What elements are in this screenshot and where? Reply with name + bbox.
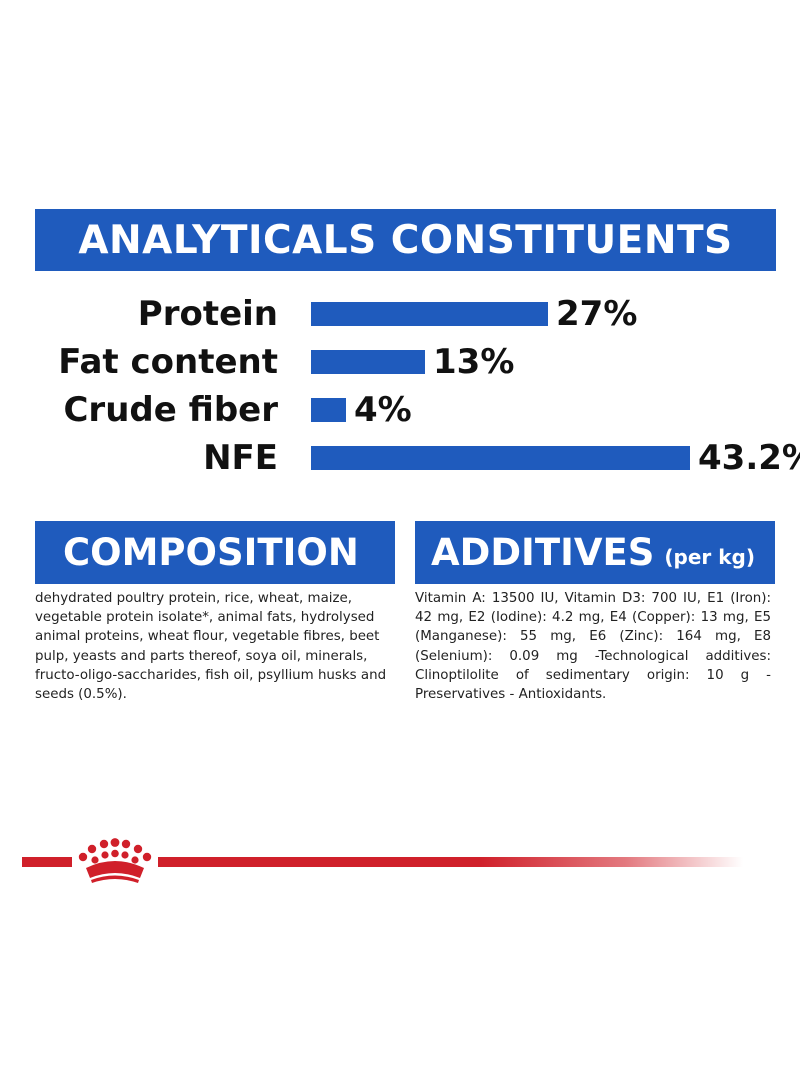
nutrient-label-fat: Fat content — [58, 342, 278, 382]
nutrient-value-protein: 27% — [556, 294, 638, 334]
brand-divider-right — [158, 857, 743, 867]
additives-title: ADDITIVES — [431, 531, 655, 574]
royal-canin-crown-icon — [78, 838, 152, 883]
nutrient-value-fat: 13% — [433, 342, 515, 382]
nutrient-bar-nfe — [311, 446, 690, 470]
nutrient-bar-protein — [311, 302, 548, 326]
composition-title-banner: COMPOSITION — [35, 521, 395, 584]
brand-divider-left — [22, 857, 72, 867]
additives-unit: (per kg) — [664, 544, 756, 569]
additives-text: Vitamin A: 13500 IU, Vitamin D3: 700 IU,… — [415, 591, 771, 703]
composition-text: dehydrated poultry protein, rice, wheat,… — [35, 591, 387, 703]
composition-title: COMPOSITION — [63, 531, 359, 574]
additives-title-banner: ADDITIVES (per kg) — [415, 521, 775, 584]
nutrient-value-nfe: 43.2% — [698, 438, 800, 478]
analytics-title: ANALYTICALS CONSTITUENTS — [78, 217, 733, 263]
nutrient-value-fiber: 4% — [354, 390, 412, 430]
nutrient-label-protein: Protein — [137, 294, 278, 334]
nutrient-label-fiber: Crude fiber — [63, 390, 278, 430]
nutrient-label-nfe: NFE — [203, 438, 278, 478]
analytics-title-banner: ANALYTICALS CONSTITUENTS — [35, 209, 776, 271]
nutrient-bar-fiber — [311, 398, 346, 422]
nutrient-bar-fat — [311, 350, 425, 374]
